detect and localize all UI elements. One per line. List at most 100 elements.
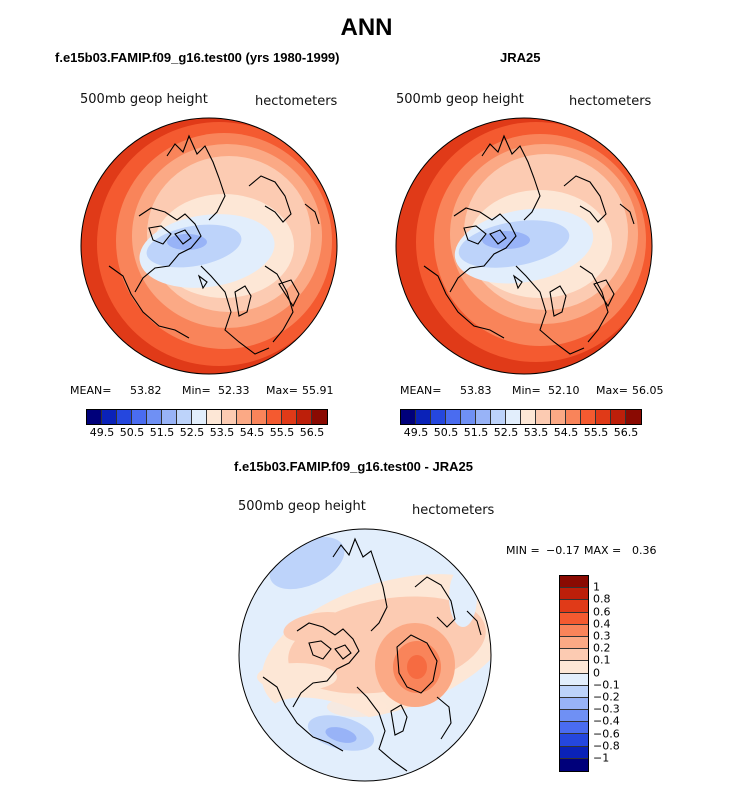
diff-colorbar-ticks: 1 0.8 0.6 0.4 0.3 0.2 0.1 0 −0.1 −0.2 −0.3 −0.4 −0.6… [593, 575, 633, 772]
diff-colorbar-tick-label: 0.1 [593, 653, 611, 667]
diff-colorbar-swatch [560, 576, 588, 589]
panel-2-mean-value: 53.83 [460, 384, 492, 397]
colorbar-swatch [102, 410, 117, 424]
diff-colorbar-swatch [560, 624, 588, 637]
panel-1-mean-label: MEAN= [70, 384, 112, 397]
diff-colorbar-tick-label: 0.2 [593, 641, 611, 655]
panel-2-title: JRA25 [500, 50, 541, 65]
colorbar-tick-label: 56.5 [299, 426, 325, 439]
diff-colorbar-swatch [560, 673, 588, 686]
panel-1-colorbar [86, 409, 328, 425]
diff-colorbar-swatch [560, 636, 588, 650]
diff-colorbar-swatch [560, 734, 588, 747]
diff-colorbar-swatch [560, 722, 588, 735]
colorbar-tick-label: 52.5 [179, 426, 205, 439]
colorbar-swatch [506, 410, 521, 424]
colorbar-swatch [177, 410, 192, 424]
panel-1-stats: MEAN= 53.82 Min= 52.33 Max= 55.91 [70, 384, 340, 398]
diff-min-label: MIN = [506, 544, 540, 557]
panel-1-polar-map [80, 117, 338, 375]
colorbar-swatch [87, 410, 102, 424]
colorbar-swatch [611, 410, 626, 424]
colorbar-tick-label: 55.5 [269, 426, 295, 439]
diff-colorbar-swatch [560, 600, 588, 613]
panel-1-min-value: 52.33 [218, 384, 250, 397]
colorbar-swatch [551, 410, 566, 424]
colorbar-swatch [566, 410, 581, 424]
diff-colorbar-tick-label: 0 [593, 666, 600, 680]
colorbar-swatch [536, 410, 551, 424]
panel-2-variable-label: 500mb geop height [396, 92, 524, 107]
colorbar-swatch [132, 410, 147, 424]
panel-1-min-label: Min= [182, 384, 211, 397]
diff-panel-variable-label: 500mb geop height [238, 499, 366, 514]
colorbar-swatch [476, 410, 491, 424]
colorbar-swatch [431, 410, 446, 424]
diff-colorbar-swatch [560, 710, 588, 723]
diff-colorbar-swatch [560, 588, 588, 601]
diff-max-value: 0.36 [632, 544, 657, 557]
colorbar-swatch [581, 410, 596, 424]
diff-colorbar-tick-label: 0.6 [593, 605, 611, 619]
colorbar-tick-label: 51.5 [463, 426, 489, 439]
diff-polar-map [238, 528, 492, 782]
diff-colorbar-tick-label: −1 [593, 751, 610, 765]
colorbar-tick-label: 54.5 [239, 426, 265, 439]
colorbar-tick-label: 52.5 [493, 426, 519, 439]
diff-colorbar-swatch [560, 661, 588, 674]
colorbar-swatch [491, 410, 506, 424]
panel-1-max-value: 55.91 [302, 384, 334, 397]
panel-2-mean-label: MEAN= [400, 384, 442, 397]
diff-colorbar-tick-label: −0.6 [593, 727, 620, 741]
panel-1-colorbar-ticks: 49.5 50.5 51.5 52.5 53.5 54.5 55.5 56.5 [86, 426, 328, 440]
colorbar-swatch [162, 410, 177, 424]
diff-colorbar-tick-label: 0.8 [593, 592, 611, 606]
diff-colorbar-swatch [560, 758, 588, 771]
diff-panel-units-label: hectometers [412, 503, 495, 518]
diff-colorbar-tick-label: −0.2 [593, 690, 620, 704]
diff-min-value: −0.17 [546, 544, 580, 557]
colorbar-swatch [446, 410, 461, 424]
diff-panel-title: f.e15b03.FAMIP.f09_g16.test00 - JRA25 [234, 459, 473, 474]
diff-colorbar-tick-label: −0.8 [593, 739, 620, 753]
colorbar-tick-label: 50.5 [433, 426, 459, 439]
colorbar-tick-label: 49.5 [403, 426, 429, 439]
panel-1-variable-label: 500mb geop height [80, 92, 208, 107]
colorbar-tick-label: 54.5 [553, 426, 579, 439]
colorbar-swatch [461, 410, 476, 424]
panel-2-units-label: hectometers [569, 94, 652, 109]
colorbar-tick-label: 50.5 [119, 426, 145, 439]
panel-2-min-label: Min= [512, 384, 541, 397]
colorbar-swatch [282, 410, 297, 424]
diff-max-label: MAX = [584, 544, 622, 557]
colorbar-tick-label: 55.5 [583, 426, 609, 439]
colorbar-swatch [267, 410, 282, 424]
panel-2-colorbar [400, 409, 642, 425]
panel-2-stats: MEAN= 53.83 Min= 52.10 Max= 56.05 [400, 384, 670, 398]
colorbar-swatch [117, 410, 132, 424]
colorbar-tick-label: 51.5 [149, 426, 175, 439]
diff-panel-stats: MIN = −0.17 MAX = 0.36 [506, 544, 686, 558]
diff-colorbar-swatch [560, 649, 588, 662]
diff-colorbar-tick-label: −0.3 [593, 702, 620, 716]
main-title: ANN [340, 14, 393, 41]
diff-colorbar-tick-label: −0.1 [593, 678, 620, 692]
diff-colorbar-swatch [560, 685, 588, 698]
panel-1-mean-value: 53.82 [130, 384, 162, 397]
colorbar-swatch [596, 410, 611, 424]
colorbar-swatch [626, 410, 641, 424]
panel-2-min-value: 52.10 [548, 384, 580, 397]
colorbar-swatch [521, 410, 536, 424]
panel-1-units-label: hectometers [255, 94, 338, 109]
colorbar-tick-label: 53.5 [523, 426, 549, 439]
diff-colorbar-tick-label: 0.3 [593, 629, 611, 643]
diff-colorbar-swatch [560, 697, 588, 711]
diff-colorbar-swatch [560, 746, 588, 759]
colorbar-swatch [297, 410, 312, 424]
panel-1-title: f.e15b03.FAMIP.f09_g16.test00 (yrs 1980-… [55, 50, 340, 65]
panel-2-max-label: Max= [596, 384, 628, 397]
diff-colorbar-tick-label: 0.4 [593, 617, 611, 631]
diff-colorbar-tick-label: 1 [593, 580, 600, 594]
colorbar-swatch [147, 410, 162, 424]
colorbar-tick-label: 53.5 [209, 426, 235, 439]
